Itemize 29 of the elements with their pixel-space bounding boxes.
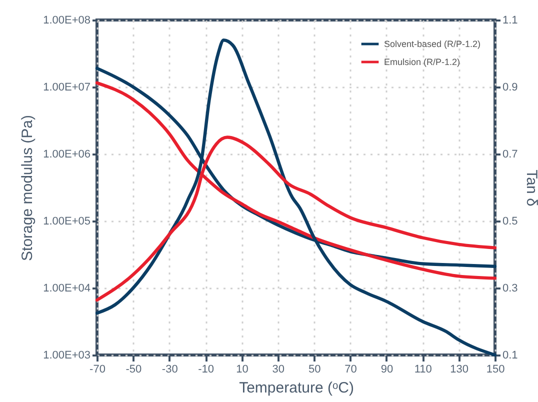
x-tick-label: 50 (308, 364, 321, 376)
y2-tick-label: 0.7 (502, 148, 518, 160)
x-tick-label: 130 (450, 364, 468, 376)
x-tick-label: 90 (380, 364, 394, 376)
y2-tick-label: 1.1 (502, 14, 518, 26)
x-tick-label: -70 (90, 364, 106, 376)
x-tick-label: 70 (344, 364, 357, 376)
y2-tick-label: 0.9 (502, 82, 518, 94)
y2-tick-label: 0.1 (502, 350, 518, 362)
x-tick-label: 30 (272, 364, 285, 376)
x-tick-label: -10 (198, 364, 214, 376)
y2-tick-label: 0.3 (502, 282, 518, 294)
x-tick-label: 10 (236, 364, 248, 376)
y-tick-label: 1.00E+07 (43, 82, 90, 94)
y-axis-title: Storage modulus (Pa) (19, 115, 36, 261)
y-tick-label: 1.00E+06 (43, 148, 90, 160)
x-tick-label: 110 (414, 364, 432, 376)
y-tick-label: 1.00E+04 (43, 282, 90, 294)
y-tick-label: 1.00E+05 (43, 216, 90, 228)
x-tick-label: -30 (162, 364, 178, 376)
x-axis-title: Temperature (ᵒC) (239, 380, 354, 396)
x-tick-label: -50 (126, 364, 142, 376)
x-tick-label: 150 (486, 364, 505, 376)
y2-axis-title: Tan δ (522, 170, 538, 206)
legend-label: Solvent-based (R/P-1.2) (384, 39, 481, 49)
y2-tick-label: 0.5 (502, 216, 518, 228)
y-tick-label: 1.00E+03 (43, 350, 90, 362)
legend-label: Emulsion (R/P-1.2) (384, 57, 460, 67)
y-tick-label: 1.00E+08 (43, 14, 90, 26)
